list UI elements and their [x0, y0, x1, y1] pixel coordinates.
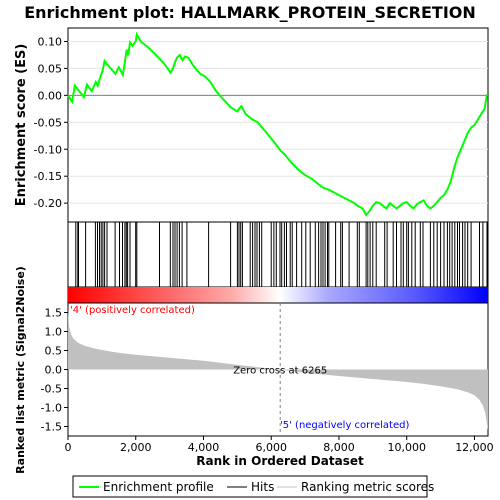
ranked-metric-panel: Zero cross at 6265 '4' (positively corre… — [14, 266, 494, 474]
zero-cross-label: Zero cross at 6265 — [233, 366, 327, 377]
rank-colorbar-panel — [67, 286, 489, 304]
metric-x-tick-label: 0 — [65, 441, 72, 454]
metric-y-tick-label: 1.0 — [45, 326, 63, 339]
metric-y-tick-label: -1.0 — [41, 402, 62, 415]
metric-y-label: Ranked list metric (Signal2Noise) — [14, 266, 27, 474]
metric-y-tick-label: -1.5 — [41, 421, 62, 434]
positive-correlation-label: '4' (positively correlated) — [70, 305, 195, 316]
es-y-tick-label: -0.15 — [34, 170, 62, 183]
metric-x-label: Rank in Ordered Dataset — [196, 454, 364, 468]
metric-x-tick-label: 4,000 — [188, 441, 220, 454]
metric-y-ticks: -1.5 -1.0 -0.5 0.0 0.5 1.0 1.5 — [41, 307, 68, 434]
es-y-tick-label: 0.05 — [38, 62, 63, 75]
chart-title: Enrichment plot: HALLMARK_PROTEIN_SECRET… — [24, 3, 476, 22]
es-y-tick-label: -0.05 — [34, 116, 62, 129]
es-y-tick-label: 0.00 — [38, 89, 63, 102]
metric-x-tick-label: 6,000 — [255, 441, 287, 454]
negative-correlation-label: '5' (negatively correlated) — [280, 420, 409, 431]
es-y-tick-label: -0.10 — [34, 143, 62, 156]
metric-x-tick-label: 8,000 — [323, 441, 355, 454]
metric-y-tick-label: 0.5 — [45, 345, 63, 358]
metric-x-ticks: 0 2,000 4,000 6,000 8,000 10,000 12,000 — [65, 436, 494, 454]
hits-panel-frame — [67, 221, 489, 288]
ranked-metric-area — [68, 308, 488, 431]
es-y-ticks: -0.20 -0.15 -0.10 -0.05 0.00 0.05 0.10 — [34, 35, 68, 210]
es-panel-frame — [67, 27, 489, 223]
rank-colorbar — [68, 287, 488, 303]
hits-panel — [67, 221, 489, 288]
metric-x-tick-label: 12,000 — [455, 441, 494, 454]
metric-x-tick-label: 2,000 — [120, 441, 152, 454]
legend-hits-label: Hits — [251, 480, 274, 494]
metric-y-tick-label: 1.5 — [45, 307, 63, 320]
metric-y-tick-label: -0.5 — [41, 383, 62, 396]
legend: Enrichment profile Hits Ranking metric s… — [72, 475, 434, 498]
es-y-tick-label: -0.20 — [34, 197, 62, 210]
es-line — [67, 31, 488, 217]
legend-rank-label: Ranking metric scores — [301, 480, 434, 494]
metric-y-tick-label: 0.0 — [45, 364, 63, 377]
hit-marks — [75, 222, 488, 287]
legend-frame — [72, 475, 428, 498]
legend-es-label: Enrichment profile — [103, 480, 214, 494]
es-y-tick-label: 0.10 — [38, 35, 63, 48]
es-y-label: Enrichment score (ES) — [14, 44, 29, 207]
metric-x-tick-label: 10,000 — [387, 441, 426, 454]
es-panel: -0.20 -0.15 -0.10 -0.05 0.00 0.05 0.10 Enrichm… — [14, 27, 489, 223]
